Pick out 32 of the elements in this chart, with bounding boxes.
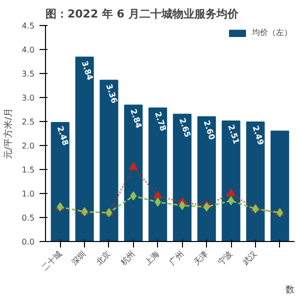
data-label: 2.65 — [177, 116, 192, 139]
x-tick-label: 宁波 — [216, 249, 234, 267]
text: 4.5 — [22, 22, 35, 30]
data-label: 2.51 — [226, 124, 242, 146]
data-label: 2.78 — [153, 110, 168, 133]
data-label: 3.84 — [80, 60, 95, 82]
text: 3.5 — [22, 70, 35, 78]
text: 0.5 — [22, 214, 35, 222]
text: 2.5 — [22, 118, 35, 126]
x-tick-label: 杭州 — [118, 249, 137, 268]
x-tick-label: 北京 — [94, 249, 112, 267]
text: 0.0 — [22, 238, 35, 246]
text: 1.5 — [22, 166, 35, 174]
data-label: 2.48 — [55, 125, 70, 148]
text: 3.0 — [22, 94, 35, 102]
chart-title: 图：2022 年 6 月二十城物业服务均价 — [46, 8, 240, 20]
legend-label: 均价（左） — [252, 27, 292, 38]
x-tick-label: 上海 — [143, 249, 161, 267]
data-label: 2.49 — [250, 124, 266, 147]
text: 4.0 — [22, 46, 35, 54]
data-label: 3.36 — [104, 82, 120, 105]
x-tick-label: 广州 — [168, 249, 186, 267]
text: 数 — [286, 284, 294, 296]
text: 1.0 — [22, 190, 35, 198]
data-label: 2.60 — [202, 119, 217, 142]
x-tick-label: 武汉 — [240, 249, 259, 267]
x-tick-label: 深圳 — [70, 249, 88, 267]
text: 2.0 — [22, 142, 35, 150]
y-axis-title: 元/平方米/月 — [2, 108, 14, 160]
data-label: 2.84 — [128, 108, 144, 130]
x-tick-label: 天津 — [192, 249, 210, 267]
x-tick-label: 二十城 — [40, 249, 64, 273]
